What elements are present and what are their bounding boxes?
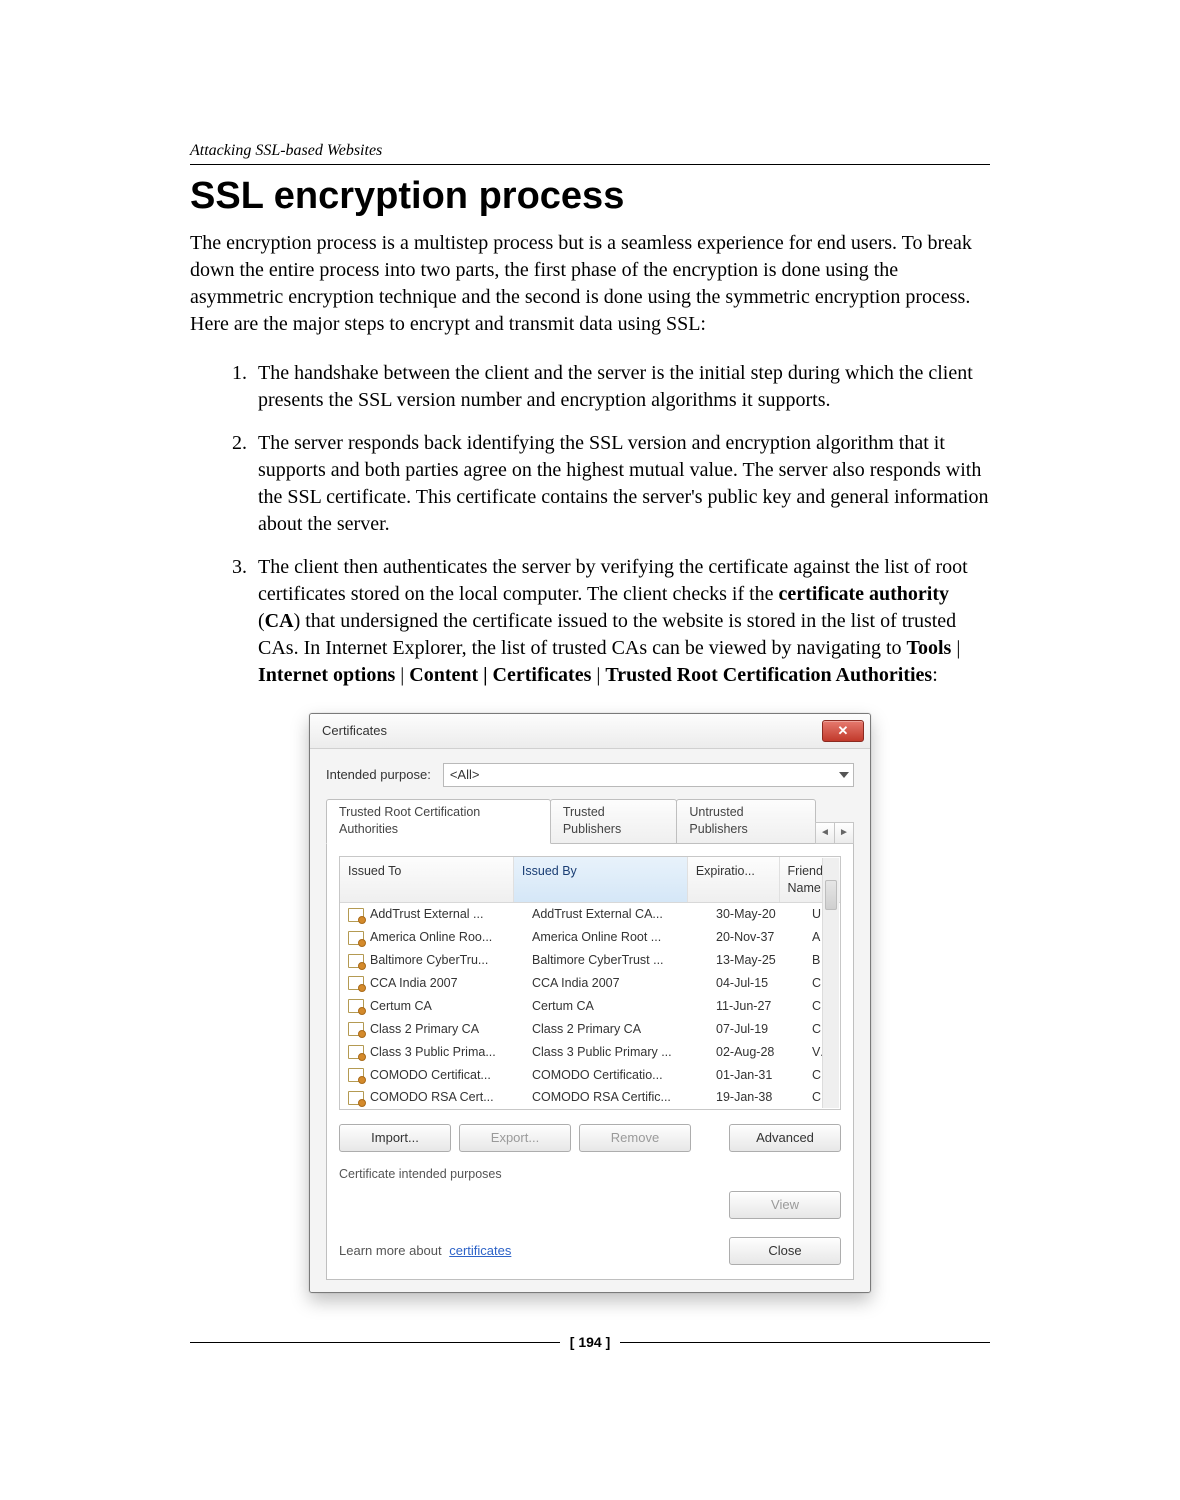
page-number: [ 194 ] — [570, 1333, 610, 1352]
lead-paragraph: The encryption process is a multistep pr… — [190, 230, 990, 338]
close-icon: ✕ — [838, 722, 849, 740]
certificate-icon — [348, 976, 364, 990]
certificate-icon — [348, 1068, 364, 1082]
learn-more: Learn more about certificates — [339, 1242, 511, 1260]
running-head: Attacking SSL-based Websites — [190, 140, 990, 165]
chevron-down-icon — [839, 772, 849, 778]
certificate-icon — [348, 1045, 364, 1059]
tabs-scroll-right[interactable]: ► — [835, 822, 854, 844]
list-header: Issued To Issued By Expiratio... Friendl… — [340, 857, 840, 904]
tabs-scroll-left[interactable]: ◄ — [815, 822, 835, 844]
certificate-icon — [348, 931, 364, 945]
certificates-dialog: Certificates ✕ Intended purpose: <All> T… — [309, 713, 871, 1293]
dialog-title: Certificates — [322, 722, 387, 740]
intended-purpose-label: Intended purpose: — [326, 766, 431, 784]
certificates-list[interactable]: Issued To Issued By Expiratio... Friendl… — [339, 856, 841, 1111]
table-row[interactable]: Baltimore CyberTru...Baltimore CyberTrus… — [340, 949, 840, 972]
col-issued-by[interactable]: Issued By — [514, 857, 688, 903]
dialog-close-button[interactable]: ✕ — [822, 720, 864, 742]
col-issued-to[interactable]: Issued To — [340, 857, 514, 903]
certificate-icon — [348, 1022, 364, 1036]
close-button[interactable]: Close — [729, 1237, 841, 1265]
step3-ca-long: certificate authority — [779, 583, 949, 605]
steps-list: The handshake between the client and the… — [190, 360, 990, 689]
intended-purposes-label: Certificate intended purposes — [339, 1166, 841, 1183]
page-title: SSL encryption process — [190, 171, 990, 222]
step-3: The client then authenticates the server… — [252, 554, 990, 689]
list-scrollbar[interactable] — [822, 858, 839, 1109]
dialog-titlebar: Certificates ✕ — [310, 714, 870, 749]
import-button[interactable]: Import... — [339, 1124, 451, 1152]
intended-purpose-value: <All> — [450, 766, 480, 784]
certificate-icon — [348, 908, 364, 922]
table-row[interactable]: America Online Roo...America Online Root… — [340, 926, 840, 949]
tab-trusted-publishers[interactable]: Trusted Publishers — [550, 799, 678, 844]
tabs-scroll-nav: ◄ ► — [815, 822, 854, 844]
certificate-icon — [348, 999, 364, 1013]
advanced-button[interactable]: Advanced — [729, 1124, 841, 1152]
table-row[interactable]: Certum CACertum CA11-Jun-27Certum — [340, 995, 840, 1018]
tabs: Trusted Root Certification Authorities T… — [326, 799, 854, 844]
col-expiration[interactable]: Expiratio... — [688, 857, 780, 903]
table-row[interactable]: AddTrust External ...AddTrust External C… — [340, 903, 840, 926]
step-1: The handshake between the client and the… — [252, 360, 990, 414]
certificate-icon — [348, 1091, 364, 1105]
scrollbar-thumb[interactable] — [825, 880, 837, 910]
remove-button[interactable]: Remove — [579, 1124, 691, 1152]
step-2: The server responds back identifying the… — [252, 430, 990, 538]
table-row[interactable]: Class 3 Public Prima...Class 3 Public Pr… — [340, 1041, 840, 1064]
learn-more-link[interactable]: certificates — [449, 1243, 511, 1258]
step3-ca-short: CA — [265, 610, 294, 632]
table-row[interactable]: Class 2 Primary CAClass 2 Primary CA07-J… — [340, 1018, 840, 1041]
page-footer: [ 194 ] — [190, 1333, 990, 1352]
export-button[interactable]: Export... — [459, 1124, 571, 1152]
table-row[interactable]: CCA India 2007CCA India 200704-Jul-15CCA… — [340, 972, 840, 995]
table-row[interactable]: COMODO Certificat...COMODO Certificatio.… — [340, 1064, 840, 1087]
view-button[interactable]: View — [729, 1191, 841, 1219]
certificate-icon — [348, 954, 364, 968]
tab-trusted-root[interactable]: Trusted Root Certification Authorities — [326, 799, 551, 844]
table-row[interactable]: COMODO RSA Cert...COMODO RSA Certific...… — [340, 1086, 840, 1109]
tab-untrusted-publishers[interactable]: Untrusted Publishers — [676, 799, 816, 844]
intended-purpose-dropdown[interactable]: <All> — [443, 763, 854, 787]
